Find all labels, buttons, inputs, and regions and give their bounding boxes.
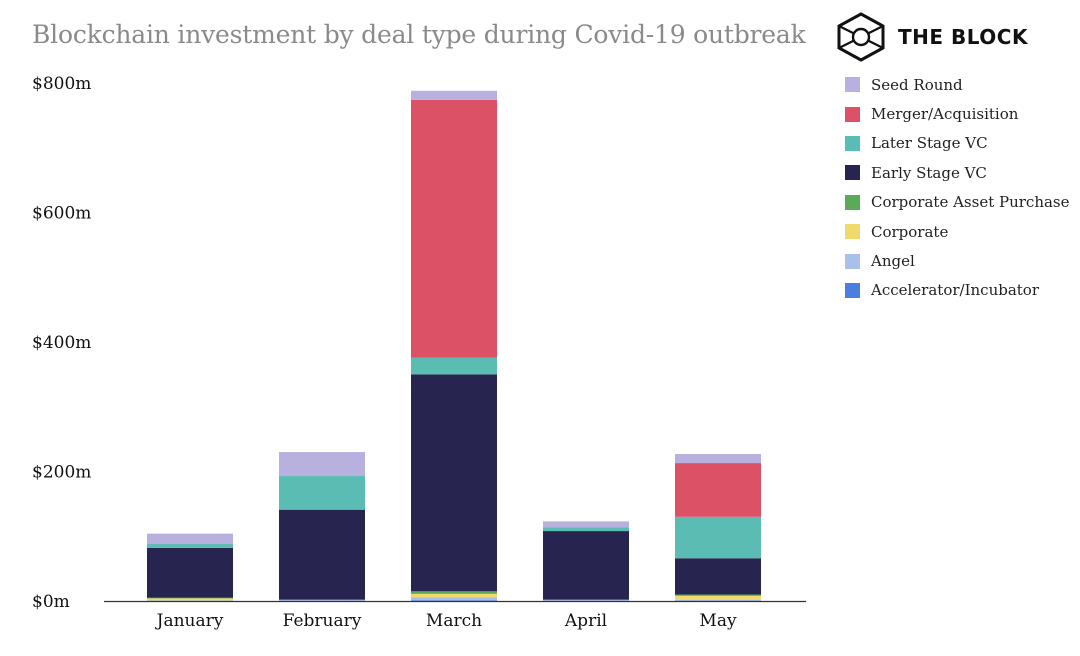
bar-segment — [411, 593, 497, 598]
legend-label: Seed Round — [871, 75, 963, 94]
bar-segment — [147, 598, 233, 601]
x-tick-label: May — [699, 611, 737, 631]
bar-segment — [543, 527, 629, 532]
legend-item: Later Stage VC — [845, 129, 1070, 158]
y-tick-label: $200m — [32, 463, 91, 483]
chart-legend: Seed Round Merger/Acquisition Later Stage … — [845, 70, 1070, 305]
legend-item: Seed Round — [845, 70, 1070, 99]
legend-label: Angel — [871, 252, 915, 271]
legend-label: Corporate Asset Purchase — [871, 193, 1070, 212]
bar-segment — [675, 599, 761, 601]
bar-segment — [411, 591, 497, 594]
bar-segment — [675, 454, 761, 464]
legend-label: Merger/Acquisition — [871, 105, 1019, 124]
legend-label: Early Stage VC — [871, 163, 987, 182]
bar-segment — [147, 547, 233, 598]
bar-segment — [411, 597, 497, 601]
bar-segment — [543, 531, 629, 600]
legend-item: Early Stage VC — [845, 158, 1070, 187]
y-tick-label: $0m — [32, 592, 70, 612]
bar-segment — [147, 544, 233, 548]
bar-segment — [675, 594, 761, 596]
y-tick-label: $800m — [32, 74, 91, 94]
bar-segment — [411, 374, 497, 592]
y-tick-label: $600m — [32, 204, 91, 224]
bar-segment — [411, 90, 497, 100]
bar-segment — [543, 599, 629, 601]
legend-swatch — [845, 282, 860, 298]
legend-swatch — [845, 224, 860, 240]
bar-segment — [279, 476, 365, 510]
legend-item: Corporate — [845, 217, 1070, 246]
bar-segment — [279, 452, 365, 477]
bar-segment — [675, 463, 761, 517]
brand-logo: THE BLOCK — [836, 12, 1028, 62]
legend-swatch — [845, 194, 860, 210]
bar-segment — [411, 357, 497, 375]
legend-label: Accelerator/Incubator — [871, 281, 1040, 300]
legend-label: Corporate — [871, 222, 949, 241]
bar-segment — [675, 558, 761, 595]
legend-item: Corporate Asset Purchase — [845, 188, 1070, 217]
legend-swatch — [845, 135, 860, 151]
legend-item: Merger/Acquisition — [845, 99, 1070, 128]
bar-segment — [147, 533, 233, 545]
brand-name: THE BLOCK — [898, 25, 1028, 49]
x-tick-label: January — [155, 611, 224, 631]
cube-logo-icon — [837, 12, 885, 62]
chart-title: Blockchain investment by deal type durin… — [32, 20, 806, 49]
legend-label: Later Stage VC — [871, 134, 988, 153]
x-tick-label: March — [426, 611, 482, 631]
bar-segment — [147, 600, 233, 601]
legend-swatch — [845, 106, 860, 122]
legend-item: Accelerator/Incubator — [845, 276, 1070, 305]
bar-segment — [411, 600, 497, 601]
y-tick-label: $400m — [32, 333, 91, 353]
bar-segment — [279, 599, 365, 601]
bar-segment — [279, 509, 365, 600]
bar-segment — [411, 99, 497, 358]
legend-item: Angel — [845, 246, 1070, 275]
legend-swatch — [845, 165, 860, 181]
legend-swatch — [845, 253, 860, 269]
x-tick-label: April — [564, 611, 607, 631]
bar-segment — [543, 521, 629, 528]
bar-segment — [147, 597, 233, 599]
legend-swatch — [845, 77, 860, 93]
bar-segment — [675, 516, 761, 559]
bar-segment — [675, 595, 761, 600]
x-tick-label: February — [283, 611, 362, 631]
